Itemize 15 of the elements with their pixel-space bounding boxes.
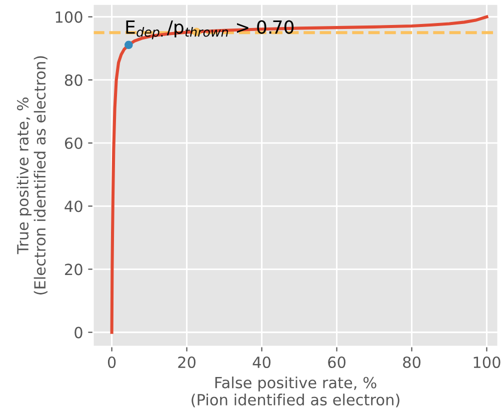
y-axis-title: True positive rate, % (Electron identified as electron) xyxy=(16,56,48,294)
x-tick-label: 60 xyxy=(328,356,346,368)
y-tick-label: 40 xyxy=(64,200,82,212)
x-tick-label: 100 xyxy=(474,356,500,368)
x-tick-label: 20 xyxy=(178,356,196,368)
x-tick-label: 40 xyxy=(252,356,270,368)
y-tick-label: 100 xyxy=(56,11,82,23)
y-tick-label: 60 xyxy=(64,137,82,150)
y-tick-label: 80 xyxy=(64,74,82,86)
y-tick-label: 0 xyxy=(74,326,82,338)
x-tick-label: 80 xyxy=(403,356,420,368)
y-tick-label: 20 xyxy=(65,264,82,276)
x-tick-label: 0 xyxy=(108,356,116,368)
x-axis-title: False positive rate, % (Pion identified as electron) xyxy=(192,376,400,408)
line-series xyxy=(110,15,488,334)
